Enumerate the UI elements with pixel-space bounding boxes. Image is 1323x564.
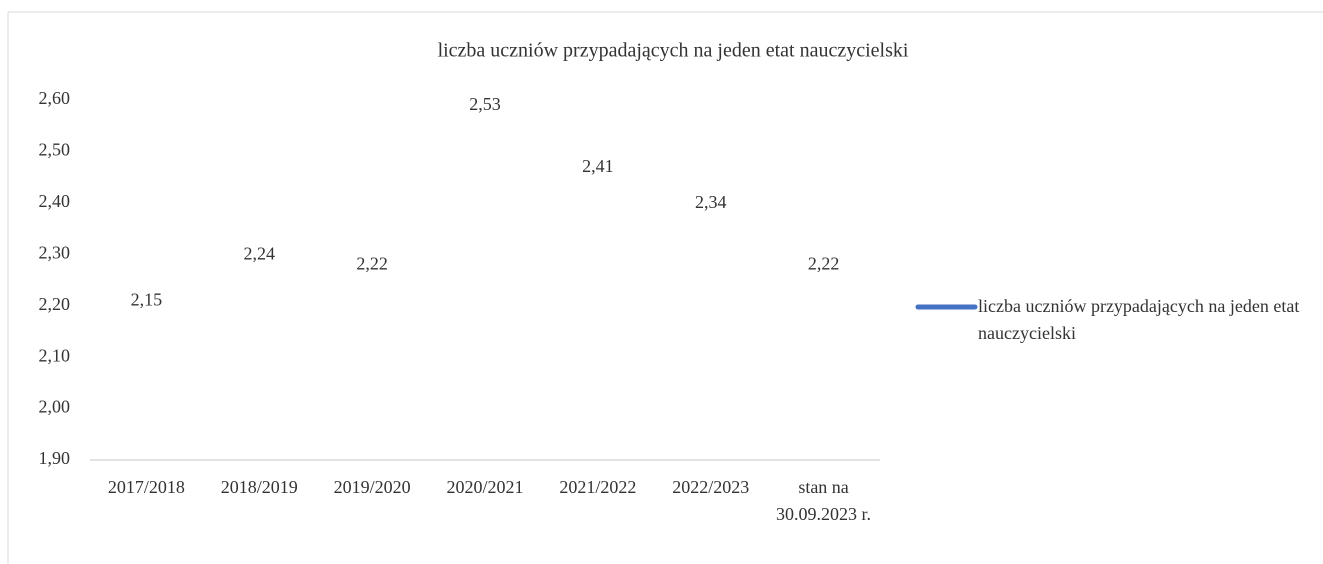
data-label: 2,53 xyxy=(469,94,501,114)
legend-label: liczba uczniów przypadających na jeden e… xyxy=(978,296,1300,343)
data-label: 2,34 xyxy=(695,192,727,212)
y-tick-label: 2,20 xyxy=(39,294,71,314)
y-tick-label: 2,00 xyxy=(39,397,71,417)
x-tick-label: 2017/2018 xyxy=(107,477,185,497)
y-tick-label: 2,30 xyxy=(39,242,71,262)
chart-title: liczba uczniów przypadających na jeden e… xyxy=(438,40,909,62)
x-tick-label: 2022/2023 xyxy=(672,477,750,497)
x-tick-label: 2018/2019 xyxy=(220,477,298,497)
x-tick-label: 2020/2021 xyxy=(446,477,524,497)
data-label: 2,41 xyxy=(582,156,614,176)
data-label: 2,15 xyxy=(131,290,163,310)
y-tick-label: 2,50 xyxy=(39,140,71,160)
y-tick-label: 1,90 xyxy=(39,448,71,468)
y-tick-label: 2,60 xyxy=(39,88,71,108)
y-tick-label: 2,40 xyxy=(39,191,71,211)
x-tick-label: 2019/2020 xyxy=(333,477,411,497)
y-tick-label: 2,10 xyxy=(39,345,71,365)
data-label: 2,22 xyxy=(356,254,388,274)
data-label: 2,24 xyxy=(244,243,276,263)
data-label: 2,22 xyxy=(808,254,840,274)
x-tick-label: 2021/2022 xyxy=(559,477,637,497)
x-tick-label: stan na 30.09.2023 r. xyxy=(776,477,872,524)
